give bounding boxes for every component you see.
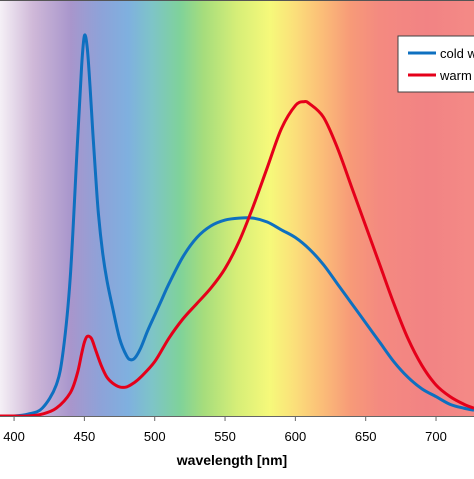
x-tick-label: 700: [425, 429, 447, 444]
x-tick-label: 600: [285, 429, 307, 444]
plot-background: [0, 0, 474, 416]
x-ticks: 400 450 500 550 600 650 700: [3, 416, 447, 444]
x-tick-label: 550: [214, 429, 236, 444]
x-tick-label: 650: [355, 429, 377, 444]
series-line-cold: [0, 33, 474, 416]
series-line-warm: [0, 100, 474, 416]
series-layer: [0, 33, 474, 416]
x-axis-label: wavelength [nm]: [176, 452, 287, 468]
x-tick-label: 450: [74, 429, 96, 444]
legend: cold w warm: [397, 35, 474, 93]
x-tick-label: 500: [144, 429, 166, 444]
x-tick-label: 400: [3, 429, 25, 444]
legend-box: [397, 35, 474, 93]
legend-label-warm: warm: [439, 68, 472, 83]
legend-label-cold: cold w: [440, 46, 474, 61]
